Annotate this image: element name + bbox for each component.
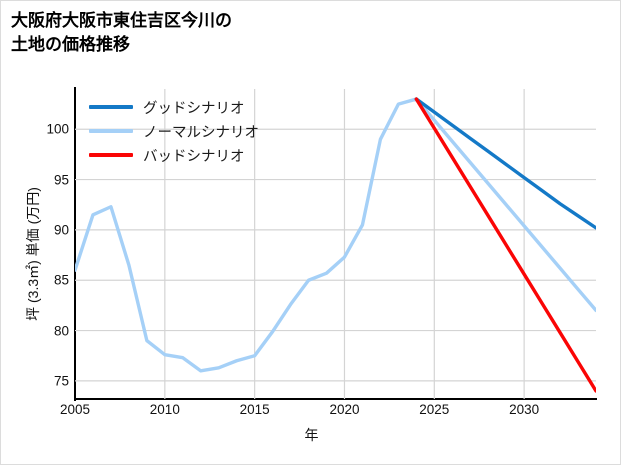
y-tick-label: 80 [53,323,69,339]
legend-item[interactable]: バッドシナリオ [89,143,309,167]
y-axis-line [74,87,76,401]
y-tick-label: 100 [46,121,69,137]
x-tick-label: 2015 [239,402,270,417]
x-axis-line [74,398,597,400]
y-tick-label: 90 [53,222,69,238]
y-axis-tick-labels: 75 80 85 90 95 100 [1,1,69,466]
legend-item[interactable]: グッドシナリオ [89,95,309,119]
x-axis-title: 年 [304,427,319,443]
x-tick-label: 2025 [419,402,450,417]
legend-item[interactable]: ノーマルシナリオ [89,119,309,143]
plot-area [75,89,596,399]
series-line [414,97,596,393]
x-tick-label: 2030 [509,402,540,417]
x-tick-label: 2010 [149,402,180,417]
series-line [75,97,596,373]
legend-color-swatch [89,105,133,109]
legend-label: バッドシナリオ [143,148,245,165]
y-tick-label: 75 [53,373,69,389]
series-line [414,97,596,230]
y-tick-label: 85 [53,272,69,288]
y-tick-label: 95 [53,172,69,188]
legend-label: グッドシナリオ [143,100,245,117]
legend-color-swatch [89,153,133,157]
y-axis-title: 坪 (3.3㎡) 単価 (万円) [25,187,41,321]
legend-label: ノーマルシナリオ [143,124,259,141]
page-title: 大阪府大阪市東住吉区今川の 土地の価格推移 [11,11,232,55]
gridlines [75,89,596,399]
series-lines [75,97,596,393]
legend-color-swatch [89,129,133,133]
chart-svg [75,89,596,399]
x-tick-label: 2020 [329,402,360,417]
legend: グッドシナリオ ノーマルシナリオ バッドシナリオ [89,95,309,167]
x-tick-label: 2005 [59,402,91,417]
